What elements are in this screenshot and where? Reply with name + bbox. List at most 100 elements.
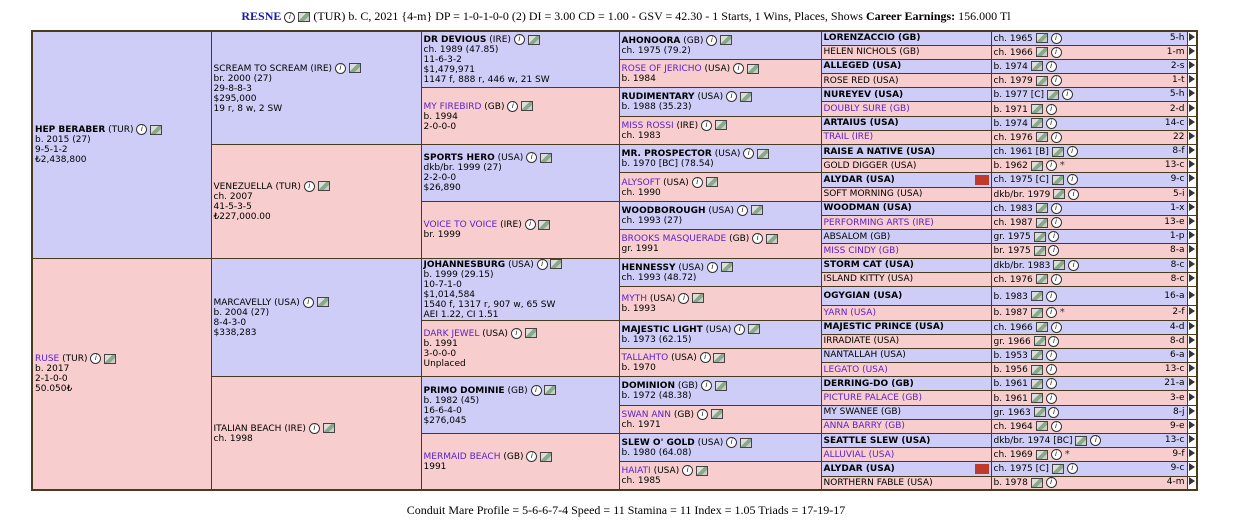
photo-icon[interactable] — [1030, 104, 1043, 115]
horse-link[interactable]: SLEW O' GOLD — [621, 438, 695, 449]
photo-icon[interactable] — [1053, 189, 1066, 200]
info-icon[interactable]: i — [743, 148, 755, 160]
photo-icon[interactable] — [1053, 260, 1066, 271]
photo-icon[interactable] — [692, 293, 705, 304]
info-icon[interactable]: i — [1045, 117, 1057, 129]
horse-link[interactable]: PERFORMING ARTS (IRE) — [823, 217, 934, 228]
info-icon[interactable]: i — [1090, 435, 1102, 447]
photo-icon[interactable] — [1030, 61, 1043, 72]
expand-arrow-icon[interactable] — [1186, 305, 1198, 321]
horse-link[interactable]: DARK JEWEL — [423, 328, 480, 339]
photo-icon[interactable] — [748, 324, 761, 335]
horse-link[interactable]: MISS ROSSI — [621, 120, 674, 131]
horse-link[interactable]: AHONOORA — [621, 35, 681, 46]
expand-arrow-icon[interactable] — [1186, 115, 1198, 131]
info-icon[interactable]: i — [726, 437, 738, 449]
horse-link[interactable]: SPORTS HERO — [423, 153, 495, 164]
photo-icon[interactable] — [524, 328, 537, 339]
expand-arrow-icon[interactable] — [1186, 30, 1198, 46]
info-icon[interactable]: i — [1045, 290, 1057, 302]
photo-icon[interactable] — [1030, 393, 1043, 404]
info-icon[interactable]: i — [1050, 217, 1062, 229]
horse-link[interactable]: PRIMO DOMINIE — [423, 385, 505, 396]
horse-link[interactable]: STORM CAT (USA) — [823, 260, 914, 271]
photo-icon[interactable] — [720, 262, 733, 273]
horse-link[interactable]: ALLEGED (USA) — [823, 61, 902, 72]
horse-link[interactable]: SEATTLE SLEW (USA) — [823, 435, 931, 446]
horse-link[interactable]: ALYDAR (USA) — [823, 463, 895, 474]
horse-link[interactable]: YARN (USA) — [823, 307, 876, 318]
photo-icon[interactable] — [544, 385, 557, 396]
horse-link[interactable]: MY SWANEE (GB) — [823, 407, 902, 418]
info-icon[interactable]: i — [1050, 420, 1062, 432]
photo-icon[interactable] — [1033, 407, 1046, 418]
horse-link[interactable]: WOODMAN (USA) — [823, 203, 912, 214]
info-icon[interactable]: i — [308, 422, 320, 434]
info-icon[interactable]: i — [701, 119, 712, 131]
info-icon[interactable]: i — [699, 352, 711, 364]
info-icon[interactable]: i — [1068, 259, 1080, 271]
horse-link[interactable]: MAJESTIC LIGHT — [621, 324, 703, 335]
horse-link[interactable]: ANNA BARRY (GB) — [823, 421, 905, 432]
info-icon[interactable]: i — [1050, 273, 1062, 285]
expand-arrow-icon[interactable] — [1186, 418, 1198, 435]
info-icon[interactable]: i — [725, 91, 737, 103]
horse-link[interactable]: RAISE A NATIVE (USA) — [823, 146, 936, 157]
photo-icon[interactable] — [714, 380, 727, 391]
photo-icon[interactable] — [1035, 132, 1048, 143]
photo-icon[interactable] — [720, 35, 733, 46]
expand-arrow-icon[interactable] — [1186, 432, 1198, 449]
info-icon[interactable]: i — [1045, 160, 1057, 172]
info-icon[interactable]: i — [1045, 477, 1057, 489]
photo-icon[interactable] — [1030, 307, 1043, 318]
info-icon[interactable]: i — [1068, 188, 1080, 200]
photo-icon[interactable] — [1030, 118, 1043, 129]
horse-link[interactable]: MYTH — [621, 293, 648, 304]
info-icon[interactable]: i — [1050, 449, 1062, 461]
horse-link[interactable]: NANTALLAH (USA) — [823, 350, 906, 361]
horse-link[interactable]: TALLAHTO — [621, 353, 669, 364]
info-icon[interactable]: i — [1045, 364, 1057, 376]
horse-link[interactable]: MARCAVELLY — [213, 297, 272, 308]
info-icon[interactable]: i — [1045, 103, 1057, 115]
expand-arrow-icon[interactable] — [1186, 101, 1198, 117]
expand-arrow-icon[interactable] — [1186, 172, 1198, 188]
info-icon[interactable]: i — [1061, 89, 1073, 101]
info-icon[interactable]: i — [136, 124, 148, 136]
horse-link[interactable]: NUREYEV (USA) — [823, 89, 904, 100]
horse-link[interactable]: HENNESSY — [621, 262, 676, 273]
expand-arrow-icon[interactable] — [1186, 158, 1198, 174]
photo-icon[interactable] — [538, 219, 551, 230]
info-icon[interactable]: i — [706, 261, 718, 273]
photo-icon[interactable] — [1035, 203, 1048, 214]
info-icon[interactable]: i — [1048, 231, 1060, 243]
photo-icon[interactable] — [1033, 245, 1046, 256]
info-icon[interactable]: i — [1050, 32, 1062, 44]
horse-link[interactable]: DOMINION — [621, 381, 676, 392]
photo-icon[interactable] — [1051, 463, 1064, 474]
photo-icon[interactable] — [1035, 274, 1048, 285]
info-icon[interactable]: i — [510, 327, 522, 339]
info-icon[interactable]: i — [682, 465, 694, 477]
expand-arrow-icon[interactable] — [1186, 404, 1198, 420]
expand-arrow-icon[interactable] — [1186, 362, 1198, 378]
expand-arrow-icon[interactable] — [1186, 44, 1198, 60]
info-icon[interactable]: i — [1050, 202, 1062, 214]
photo-icon[interactable] — [322, 423, 335, 434]
horse-link[interactable]: MISS CINDY (GB) — [823, 245, 899, 256]
info-icon[interactable]: i — [302, 296, 314, 308]
horse-link[interactable]: VENEZUELLA — [213, 181, 273, 192]
info-icon[interactable]: i — [526, 152, 538, 164]
info-icon[interactable]: i — [90, 353, 102, 365]
info-icon[interactable]: i — [1050, 131, 1062, 143]
horse-link[interactable]: RUDIMENTARY — [621, 92, 695, 103]
info-icon[interactable]: i — [1045, 392, 1057, 404]
horse-link[interactable]: PICTURE PALACE (GB) — [823, 393, 922, 404]
info-icon[interactable]: i — [734, 323, 746, 335]
photo-icon[interactable] — [550, 259, 563, 269]
info-icon[interactable]: i — [733, 63, 745, 75]
photo-icon[interactable] — [1033, 336, 1046, 347]
horse-link[interactable]: MY FIREBIRD — [423, 101, 482, 112]
photo-icon[interactable] — [1030, 291, 1043, 302]
info-icon[interactable]: i — [1048, 335, 1060, 347]
